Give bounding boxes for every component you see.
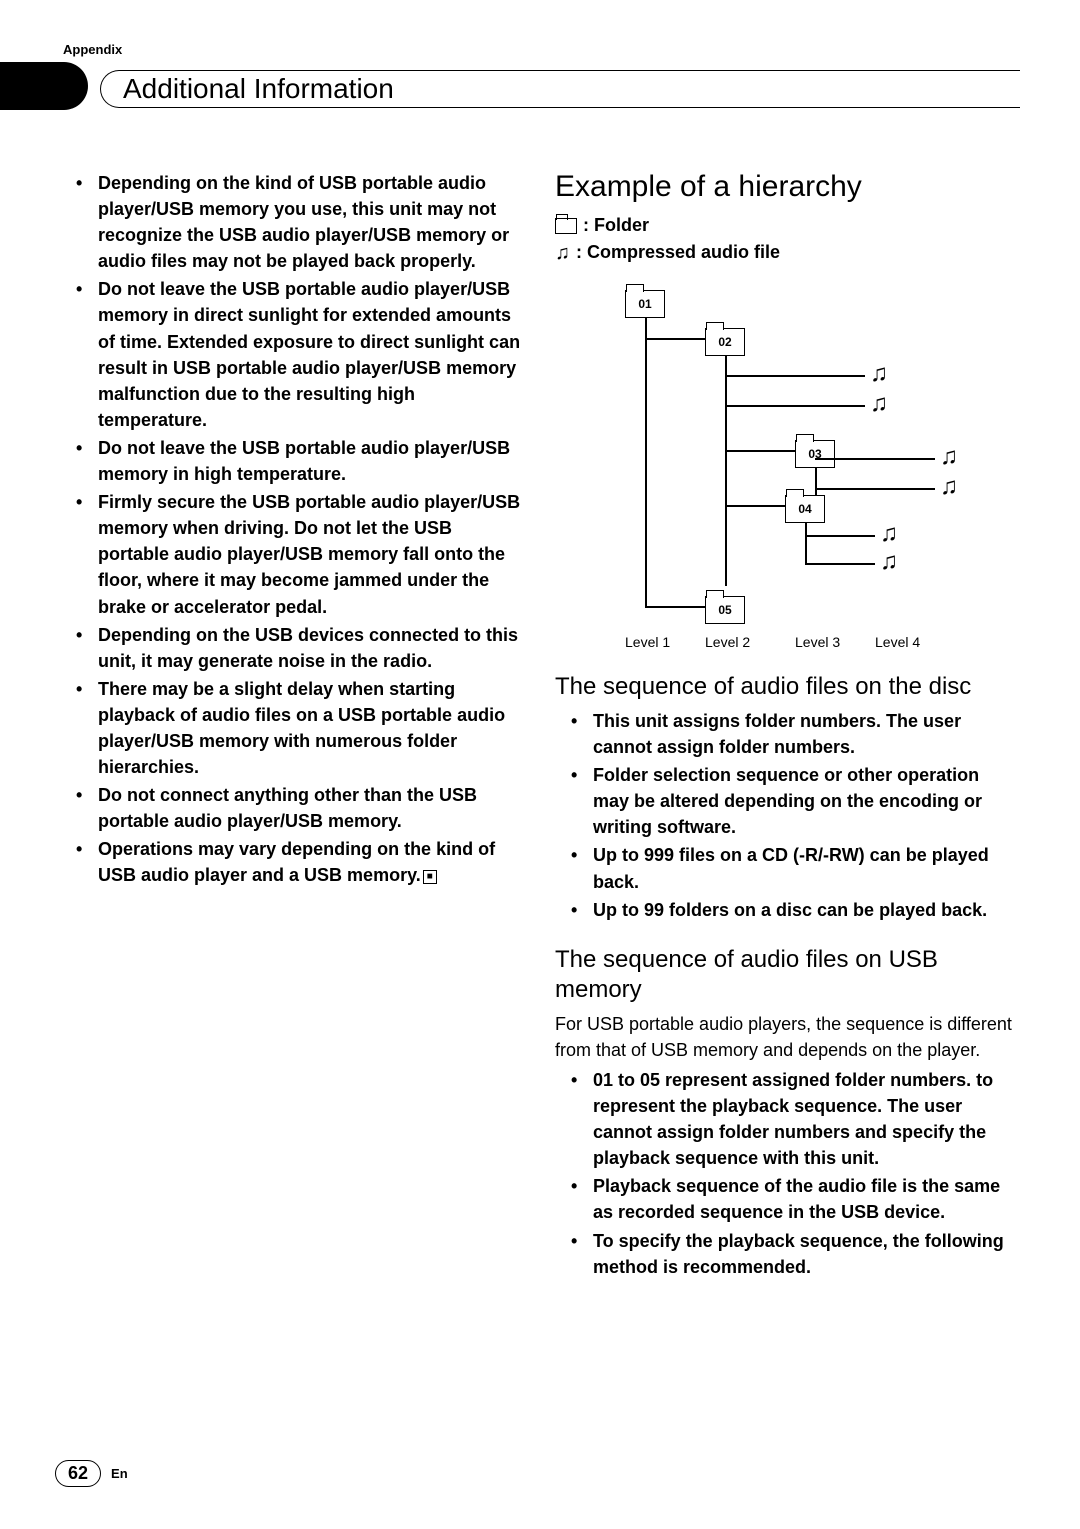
- usb-sequence-heading: The sequence of audio files on USB memor…: [555, 945, 1020, 1005]
- music-note-icon: ♫: [940, 445, 958, 469]
- diagram-folder: 02: [705, 328, 745, 356]
- list-item: Up to 999 files on a CD (-R/-RW) can be …: [593, 842, 1020, 894]
- page-title: Additional Information: [100, 70, 1020, 108]
- diagram-folder: 04: [785, 495, 825, 523]
- music-note-icon: ♫: [870, 362, 888, 386]
- legend-file: ♫ : Compressed audio file: [555, 239, 1020, 266]
- folder-icon: [555, 218, 577, 234]
- list-item: Folder selection sequence or other opera…: [593, 762, 1020, 840]
- music-note-icon: ♫: [555, 243, 570, 263]
- list-item: Up to 99 folders on a disc can be played…: [593, 897, 1020, 923]
- usb-list: 01 to 05 represent assigned folder numbe…: [555, 1067, 1020, 1280]
- music-note-icon: ♫: [940, 475, 958, 499]
- diagram-folder: 05: [705, 596, 745, 624]
- list-item: Depending on the kind of USB portable au…: [98, 170, 525, 274]
- list-item: To specify the playback sequence, the fo…: [593, 1228, 1020, 1280]
- page-footer: 62 En: [55, 1460, 128, 1487]
- list-item: Do not connect anything other than the U…: [98, 782, 525, 834]
- appendix-label: Appendix: [63, 42, 122, 57]
- header-bar: Additional Information: [0, 62, 1080, 110]
- left-column: Depending on the kind of USB portable au…: [60, 170, 525, 1282]
- disc-sequence-heading: The sequence of audio files on the disc: [555, 672, 1020, 702]
- legend-folder: : Folder: [555, 212, 1020, 239]
- right-column: Example of a hierarchy : Folder ♫ : Comp…: [555, 170, 1020, 1282]
- list-item: This unit assigns folder numbers. The us…: [593, 708, 1020, 760]
- page-language: En: [111, 1466, 128, 1481]
- list-item: Do not leave the USB portable audio play…: [98, 435, 525, 487]
- disc-list: This unit assigns folder numbers. The us…: [555, 708, 1020, 923]
- diagram-folder: 03: [795, 440, 835, 468]
- music-note-icon: ♫: [870, 392, 888, 416]
- usb-intro-text: For USB portable audio players, the sequ…: [555, 1011, 1020, 1063]
- side-tab: [0, 62, 88, 110]
- list-item: Do not leave the USB portable audio play…: [98, 276, 525, 433]
- list-item: Playback sequence of the audio file is t…: [593, 1173, 1020, 1225]
- page-number: 62: [55, 1460, 101, 1487]
- diagram-folder: 01: [625, 290, 665, 318]
- hierarchy-diagram: 01 02 ♫ ♫ 03 ♫ ♫ 04: [625, 280, 1005, 650]
- music-note-icon: ♫: [880, 550, 898, 574]
- usb-notes-list: Depending on the kind of USB portable au…: [60, 170, 525, 889]
- list-item: There may be a slight delay when startin…: [98, 676, 525, 780]
- music-note-icon: ♫: [880, 522, 898, 546]
- end-mark-icon: ■: [423, 870, 437, 884]
- hierarchy-heading: Example of a hierarchy: [555, 170, 1020, 204]
- list-item: 01 to 05 represent assigned folder numbe…: [593, 1067, 1020, 1171]
- list-item: Operations may vary depending on the kin…: [98, 836, 525, 888]
- list-item: Depending on the USB devices connected t…: [98, 622, 525, 674]
- list-item: Firmly secure the USB portable audio pla…: [98, 489, 525, 619]
- level-labels: Level 1 Level 2 Level 3 Level 4: [625, 634, 1005, 650]
